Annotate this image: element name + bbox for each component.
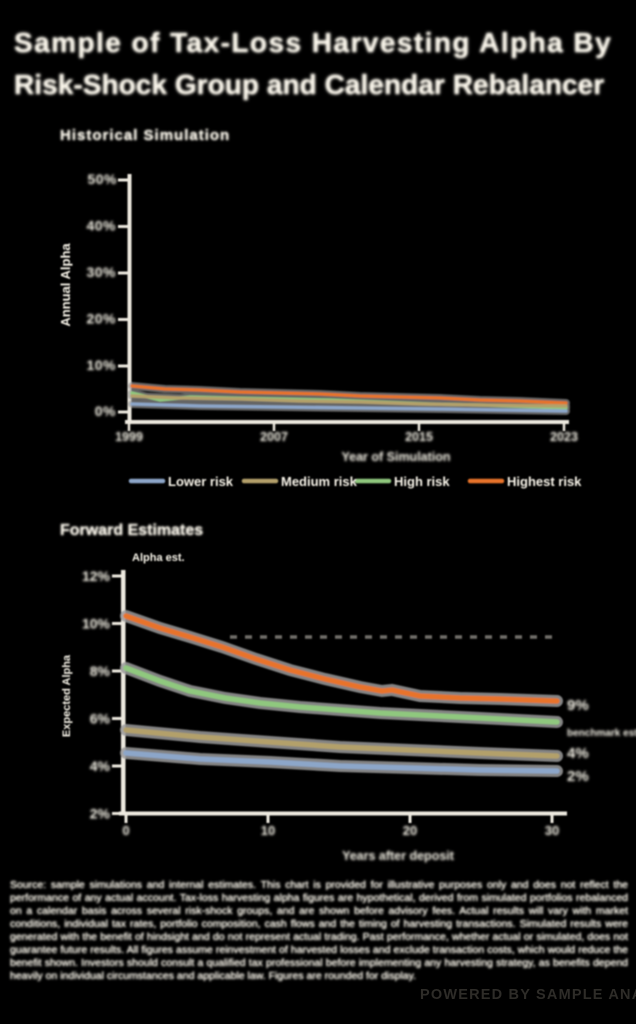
svg-text:40%: 40% <box>86 218 116 234</box>
svg-text:4%: 4% <box>567 745 589 762</box>
svg-text:30: 30 <box>545 823 559 838</box>
svg-text:High risk: High risk <box>394 474 450 489</box>
svg-text:2%: 2% <box>567 768 589 785</box>
svg-text:30%: 30% <box>86 264 116 280</box>
svg-text:20: 20 <box>403 823 417 838</box>
svg-text:4%: 4% <box>90 758 111 774</box>
svg-text:2007: 2007 <box>260 430 288 444</box>
svg-text:Annual Alpha: Annual Alpha <box>58 243 73 327</box>
svg-text:Alpha est.: Alpha est. <box>132 552 185 564</box>
svg-text:2%: 2% <box>90 806 111 822</box>
svg-text:10: 10 <box>261 823 275 838</box>
svg-text:2015: 2015 <box>405 430 433 444</box>
svg-text:12%: 12% <box>82 568 111 584</box>
svg-text:1999: 1999 <box>115 430 143 444</box>
svg-text:50%: 50% <box>87 171 117 187</box>
svg-text:Year of Simulation: Year of Simulation <box>341 450 450 464</box>
svg-text:benchmark est.: benchmark est. <box>567 728 636 739</box>
svg-text:Highest risk: Highest risk <box>507 474 582 489</box>
svg-text:0%: 0% <box>95 403 116 419</box>
svg-text:2023: 2023 <box>550 430 578 444</box>
svg-text:10%: 10% <box>82 616 111 632</box>
svg-text:8%: 8% <box>90 663 111 679</box>
svg-text:20%: 20% <box>86 311 116 327</box>
svg-text:Medium risk: Medium risk <box>281 474 358 489</box>
svg-text:Years after deposit: Years after deposit <box>342 849 455 863</box>
svg-text:9%: 9% <box>567 697 589 714</box>
svg-text:0: 0 <box>122 823 129 838</box>
svg-text:Lower risk: Lower risk <box>168 474 234 489</box>
svg-text:10%: 10% <box>86 357 116 373</box>
svg-text:Expected Alpha: Expected Alpha <box>61 654 73 737</box>
svg-text:6%: 6% <box>90 711 111 727</box>
